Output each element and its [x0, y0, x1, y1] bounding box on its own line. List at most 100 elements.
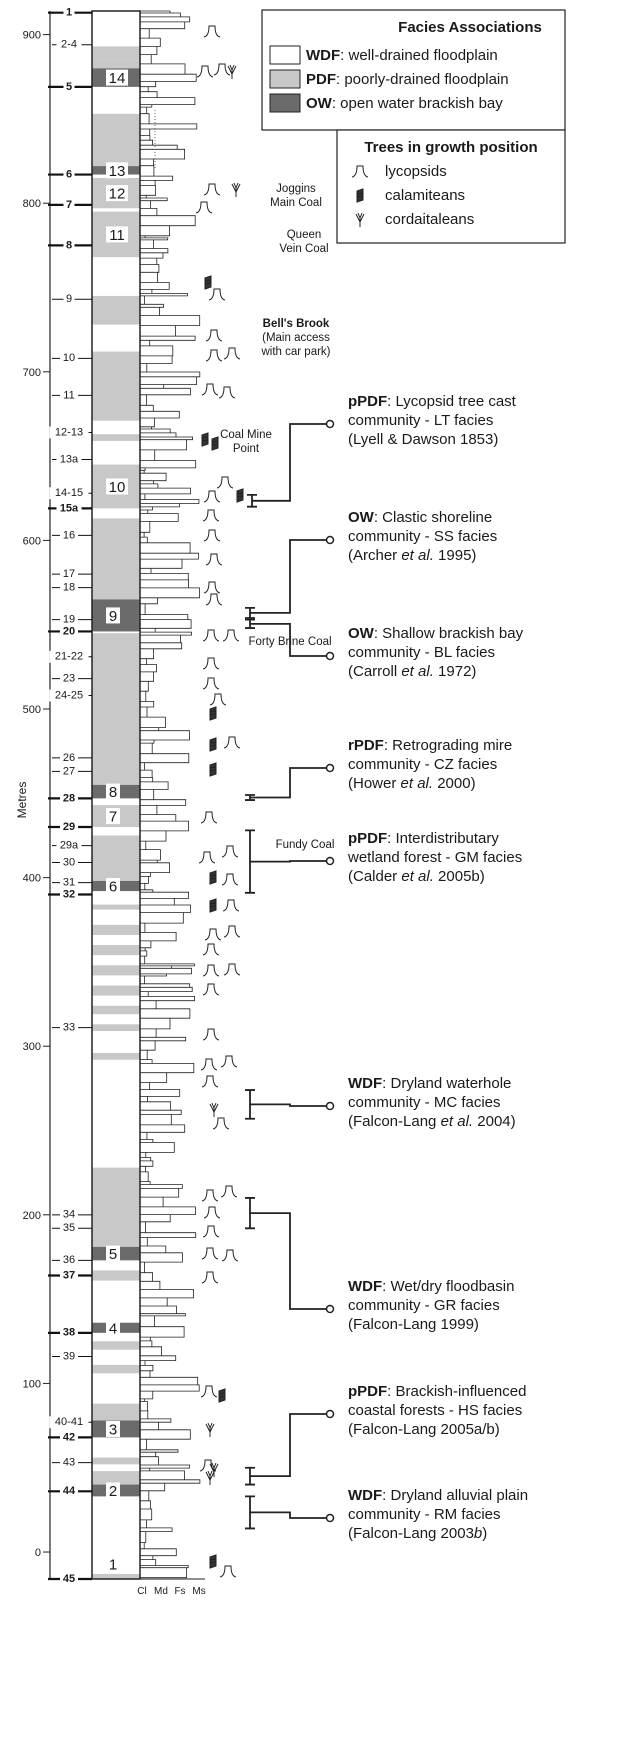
- community-citation-part: et al.: [401, 868, 434, 885]
- seam-label: 29: [63, 821, 75, 833]
- community-line: community - BL facies: [348, 644, 495, 661]
- facies-block: [92, 352, 140, 421]
- site-title: Bell's Brook: [263, 318, 330, 330]
- facies-label: 1: [109, 1556, 117, 1573]
- seam-label: 16: [63, 529, 75, 541]
- facies-label: 7: [109, 809, 117, 826]
- facies-block: [92, 905, 140, 910]
- community-node: [327, 1515, 334, 1522]
- legend-item-part: WDF: [306, 47, 340, 64]
- community-heading-part: : Clastic shoreline: [374, 509, 492, 526]
- tree-cal: [205, 276, 211, 289]
- legend-item-part: : well-drained floodplain: [340, 47, 498, 64]
- seam-label: 37: [63, 1269, 75, 1281]
- seam-label: 43: [63, 1457, 75, 1469]
- facies-block: [92, 1341, 140, 1349]
- y-tick-label: 600: [23, 535, 41, 547]
- seam-label: 19: [63, 614, 75, 626]
- tree-legend-label: cordaitaleans: [385, 211, 474, 228]
- seam-label: 1: [66, 7, 72, 19]
- community-citation-part: 1972): [434, 663, 477, 680]
- community-citation-part: 2000): [433, 775, 476, 792]
- calamitean-icon: [237, 489, 243, 502]
- seam-label: 13a: [60, 453, 79, 465]
- seam-label: 18: [63, 582, 75, 594]
- calamitean-icon: [205, 276, 211, 289]
- facies-block: [92, 1270, 140, 1280]
- seam-label: 9: [66, 293, 72, 305]
- stratigraphic-column: 1413121110987654321ClMdFsMs0100200300400…: [0, 0, 637, 1740]
- facies-label: 3: [109, 1421, 117, 1438]
- site-label: Coal Mine: [220, 429, 272, 441]
- log-axis-label: Cl: [137, 1586, 146, 1597]
- site-label: with car park): [260, 346, 330, 358]
- y-tick-label: 300: [23, 1041, 41, 1053]
- community-citation: (Lyell & Dawson 1853): [348, 431, 498, 448]
- calamitean-icon: [210, 707, 216, 720]
- tree-cal: [210, 763, 216, 776]
- facies-label: 10: [109, 479, 126, 496]
- tree-cal: [210, 738, 216, 751]
- site-label: Queen: [287, 229, 322, 241]
- site-label: Point: [233, 443, 260, 455]
- community-citation-part: (Archer: [348, 547, 401, 564]
- legend-item-part: PDF: [306, 71, 336, 88]
- seam-label: 45: [63, 1573, 75, 1585]
- seam-label: 21-22: [55, 651, 83, 663]
- community-heading: rPDF: Retrograding mire: [348, 737, 512, 754]
- calamitean-icon: [219, 1389, 225, 1402]
- facies-label: 6: [109, 879, 117, 896]
- seam-label: 2-4: [61, 39, 77, 51]
- seam-label: 39: [63, 1350, 75, 1362]
- community-heading-part: : Dryland alluvial plain: [382, 1487, 528, 1504]
- community-node: [327, 858, 334, 865]
- seam-label: 14-15: [55, 487, 83, 499]
- seam-label: 24-25: [55, 689, 83, 701]
- community-heading-part: : Wet/dry floodbasin: [382, 1278, 514, 1295]
- log-axis-label: Ms: [192, 1586, 205, 1597]
- community-heading: WDF: Dryland alluvial plain: [348, 1487, 528, 1504]
- seam-label: 31: [63, 877, 75, 889]
- seam-label: 8: [66, 239, 72, 251]
- calamitean-icon: [212, 437, 218, 450]
- community-citation: (Falcon-Lang 2003b): [348, 1525, 487, 1542]
- facies-block: [92, 986, 140, 996]
- community-line: coastal forests - HS facies: [348, 1402, 522, 1419]
- calamitean-icon: [210, 899, 216, 912]
- seam-label: 15a: [60, 502, 79, 514]
- facies-block: [92, 114, 140, 166]
- community-heading: WDF: Wet/dry floodbasin: [348, 1278, 514, 1295]
- facies-block: [92, 945, 140, 955]
- seam-label: 28: [63, 792, 75, 804]
- calamitean-icon: [210, 763, 216, 776]
- facies-block: [92, 518, 140, 599]
- facies-block: [92, 1168, 140, 1247]
- tree-cal: [210, 871, 216, 884]
- seam-label: 30: [63, 856, 75, 868]
- community-citation-part: (Carroll: [348, 663, 401, 680]
- seam-label: 23: [63, 673, 75, 685]
- community-heading-part: : Shallow brackish bay: [374, 625, 524, 642]
- calamitean-icon: [357, 189, 363, 202]
- legend-item: PDF: poorly-drained floodplain: [306, 71, 509, 88]
- calamitean-icon: [202, 433, 208, 446]
- legend-title: Facies Associations: [398, 19, 542, 36]
- community-citation-part: 2005b): [434, 868, 485, 885]
- community-citation-part: et al.: [441, 1113, 474, 1130]
- seam-label: 26: [63, 752, 75, 764]
- tree-cal: [210, 1555, 216, 1568]
- y-axis-label: Metres: [15, 782, 29, 819]
- seam-label: 6: [66, 168, 72, 180]
- facies-block: [92, 1006, 140, 1014]
- community-citation-part: et al.: [401, 775, 434, 792]
- site-label: Vein Coal: [279, 243, 328, 255]
- community-connector: [250, 861, 326, 862]
- facies-block: [92, 1574, 140, 1579]
- community-citation-part: (Falcon-Lang 2003: [348, 1525, 474, 1542]
- facies-label: 12: [109, 186, 126, 203]
- legend-item-part: : open water brackish bay: [332, 95, 503, 112]
- community-line: community - RM facies: [348, 1506, 501, 1523]
- community-node: [327, 765, 334, 772]
- community-node: [327, 421, 334, 428]
- facies-label: 8: [109, 784, 117, 801]
